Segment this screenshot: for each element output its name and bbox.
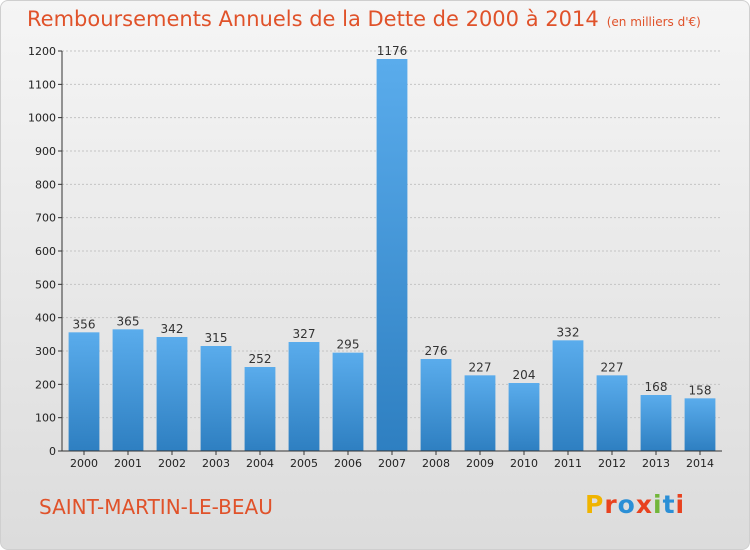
unit-note: (en milliers d'€) xyxy=(606,15,701,29)
x-tick-label: 2010 xyxy=(510,457,538,470)
data-label: 332 xyxy=(557,325,580,339)
x-tick-label: 2007 xyxy=(378,457,406,470)
data-label: 158 xyxy=(689,383,712,397)
axes xyxy=(58,50,722,455)
title-text: Remboursements Annuels de la Dette de 20… xyxy=(27,7,599,31)
y-tick-label: 0 xyxy=(49,445,56,458)
bar xyxy=(68,332,100,451)
data-label: 1176 xyxy=(377,44,408,58)
bar xyxy=(244,367,276,451)
x-tick-label: 2011 xyxy=(554,457,582,470)
x-tick-label: 2012 xyxy=(598,457,626,470)
bar xyxy=(200,346,232,451)
y-tick-label: 900 xyxy=(35,145,56,158)
bar xyxy=(156,337,188,451)
y-tick-label: 1100 xyxy=(28,78,56,91)
data-label: 295 xyxy=(337,338,360,352)
logo-letter: i xyxy=(675,490,686,519)
y-tick-label: 300 xyxy=(35,345,56,358)
bar xyxy=(464,375,496,451)
data-label: 227 xyxy=(469,360,492,374)
bar xyxy=(552,340,584,451)
data-label: 365 xyxy=(117,314,140,328)
x-tick-label: 2006 xyxy=(334,457,362,470)
bars xyxy=(68,59,716,451)
data-label: 342 xyxy=(161,322,184,336)
y-tick-label: 700 xyxy=(35,212,56,225)
y-tick-label: 400 xyxy=(35,312,56,325)
data-label: 315 xyxy=(205,331,228,345)
x-tick-label: 2014 xyxy=(686,457,714,470)
x-tick-label: 2013 xyxy=(642,457,670,470)
bar xyxy=(684,398,716,451)
bar xyxy=(376,59,408,451)
x-tick-label: 2008 xyxy=(422,457,450,470)
data-label: 327 xyxy=(293,327,316,341)
y-tick-label: 800 xyxy=(35,178,56,191)
y-tick-label: 600 xyxy=(35,245,56,258)
data-label: 276 xyxy=(425,344,448,358)
data-label: 168 xyxy=(645,380,668,394)
y-tick-label: 1000 xyxy=(28,112,56,125)
x-tick-label: 2001 xyxy=(114,457,142,470)
labels: 0 100 200 300 400 500 600 700 800 900 1000 1100 1200… xyxy=(28,44,714,470)
bar xyxy=(508,383,540,451)
bar xyxy=(596,375,628,451)
bar xyxy=(420,359,452,451)
y-tick-label: 1200 xyxy=(28,45,56,58)
x-tick-label: 2005 xyxy=(290,457,318,470)
data-label: 204 xyxy=(513,368,536,382)
location-name: SAINT-MARTIN-LE-BEAU xyxy=(39,495,273,519)
logo-letter: i xyxy=(653,490,663,519)
x-tick-label: 2009 xyxy=(466,457,494,470)
data-label: 252 xyxy=(249,352,272,366)
chart-title: Remboursements Annuels de la Dette de 20… xyxy=(27,7,701,31)
logo-letter: t xyxy=(662,490,676,519)
data-label: 356 xyxy=(73,317,96,331)
y-tick-label: 500 xyxy=(35,278,56,291)
proxiti-logo: Proxiti xyxy=(585,490,685,519)
y-tick-label: 200 xyxy=(35,378,56,391)
x-tick-label: 2002 xyxy=(158,457,186,470)
x-tick-label: 2003 xyxy=(202,457,230,470)
bar xyxy=(332,352,364,451)
bar xyxy=(112,329,144,451)
x-tick-label: 2000 xyxy=(70,457,98,470)
logo-letter: r xyxy=(604,490,618,519)
logo-letter: P xyxy=(585,490,605,519)
bar xyxy=(288,342,320,451)
bar xyxy=(640,395,672,451)
data-label: 227 xyxy=(601,360,624,374)
x-tick-label: 2004 xyxy=(246,457,274,470)
logo-letter: o xyxy=(617,490,636,519)
logo-letter: x xyxy=(635,490,653,519)
y-tick-label: 100 xyxy=(35,412,56,425)
